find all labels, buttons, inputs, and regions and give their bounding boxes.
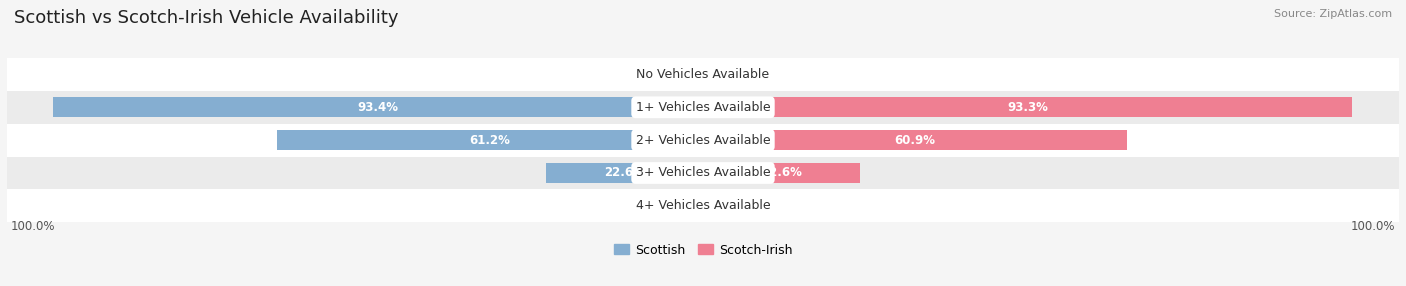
Text: 6.8%: 6.8% bbox=[740, 68, 769, 81]
Text: 7.4%: 7.4% bbox=[744, 199, 773, 212]
Bar bbox=[7, 58, 1399, 91]
Text: 93.3%: 93.3% bbox=[1007, 101, 1047, 114]
Text: No Vehicles Available: No Vehicles Available bbox=[637, 68, 769, 81]
Bar bbox=[277, 130, 703, 150]
Text: Source: ZipAtlas.com: Source: ZipAtlas.com bbox=[1274, 9, 1392, 19]
Bar bbox=[703, 196, 755, 216]
Text: 22.6%: 22.6% bbox=[761, 166, 801, 180]
Text: 3+ Vehicles Available: 3+ Vehicles Available bbox=[636, 166, 770, 180]
Bar bbox=[7, 124, 1399, 156]
Text: Scottish vs Scotch-Irish Vehicle Availability: Scottish vs Scotch-Irish Vehicle Availab… bbox=[14, 9, 398, 27]
Bar bbox=[546, 163, 703, 183]
Bar bbox=[7, 91, 1399, 124]
Text: 6.8%: 6.8% bbox=[637, 68, 666, 81]
Bar bbox=[703, 163, 860, 183]
Text: 1+ Vehicles Available: 1+ Vehicles Available bbox=[636, 101, 770, 114]
Bar bbox=[7, 156, 1399, 189]
Text: 7.4%: 7.4% bbox=[633, 199, 662, 212]
Bar bbox=[703, 130, 1126, 150]
Text: 93.4%: 93.4% bbox=[357, 101, 398, 114]
Text: 60.9%: 60.9% bbox=[894, 134, 935, 147]
Bar bbox=[703, 64, 751, 85]
Bar bbox=[651, 196, 703, 216]
Text: 61.2%: 61.2% bbox=[470, 134, 510, 147]
Bar bbox=[703, 97, 1353, 118]
Text: 2+ Vehicles Available: 2+ Vehicles Available bbox=[636, 134, 770, 147]
Text: 100.0%: 100.0% bbox=[10, 220, 55, 233]
Legend: Scottish, Scotch-Irish: Scottish, Scotch-Irish bbox=[609, 239, 797, 262]
Bar bbox=[7, 189, 1399, 222]
Text: 4+ Vehicles Available: 4+ Vehicles Available bbox=[636, 199, 770, 212]
Bar bbox=[53, 97, 703, 118]
Text: 100.0%: 100.0% bbox=[1351, 220, 1396, 233]
Text: 22.6%: 22.6% bbox=[605, 166, 645, 180]
Bar bbox=[655, 64, 703, 85]
